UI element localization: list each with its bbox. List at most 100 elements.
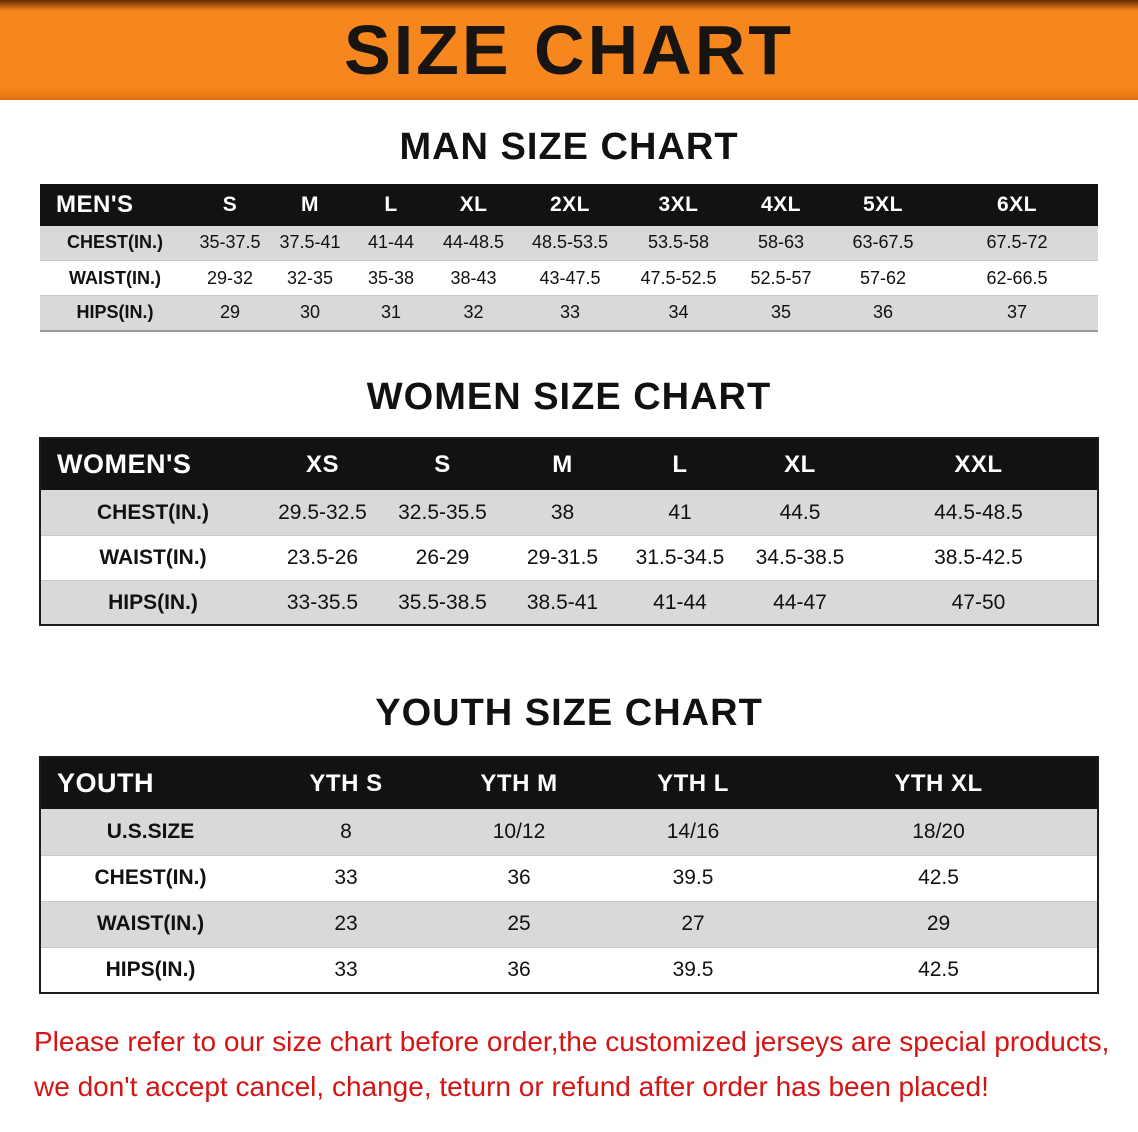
size-value: 38-43 [450,267,497,288]
size-value: 48.5-53.5 [531,232,609,253]
youth-row-chest-in: CHEST(IN.) 33 36 39.5 42.5 [40,855,1098,902]
men-row-hips-in: HIPS(IN.) 29 30 31 32 33 34 35 36 37 [40,295,1098,331]
row-label: WAIST(IN.) [69,267,161,288]
men-row-waist-in: WAIST(IN.) 29-32 32-35 35-38 38-43 43-47.5 47.… [40,260,1098,296]
men-col-2xl: 2XL [515,183,625,226]
disclaimer: Please refer to our size chart before or… [34,1020,1138,1110]
size-value: 58-63 [757,232,805,253]
men-col-6xl: 6XL [936,183,1098,226]
youth-row-hips-in: HIPS(IN.) 33 36 39.5 42.5 [40,947,1098,994]
row-label: CHEST(IN.) [94,866,207,890]
size-value: 8 [340,819,352,843]
size-value: 29 [926,912,951,936]
size-value: 62-66.5 [986,267,1048,288]
size-value: 32-35 [286,267,334,288]
youth-col-yth-m: YTH M [432,757,606,810]
size-value: 47.5-52.5 [640,267,717,288]
youth-table-title: YOUTH [40,757,260,810]
size-value: 29-32 [206,267,254,288]
row-label: CHEST(IN.) [67,232,163,253]
women-col-l: L [620,438,740,491]
size-value: 47-50 [951,590,1006,614]
size-value: 41 [668,500,692,524]
men-col-s: S [190,183,270,226]
youth-row-u-s-size: U.S.SIZE 8 10/12 14/16 18/20 [40,809,1098,856]
women-col-s: S [380,438,505,491]
size-value: 36 [507,957,531,981]
size-value: 52.5-57 [750,267,812,288]
row-label: HIPS(IN.) [105,957,196,981]
women-row-hips-in: HIPS(IN.) 33-35.5 35.5-38.5 38.5-41 41-44 44-… [40,580,1098,626]
size-value: 27 [681,912,705,936]
men-col-xl: XL [432,183,515,226]
size-value: 30 [299,302,321,323]
size-value: 33 [334,866,358,890]
size-value: 44.5 [779,500,821,524]
youth-col-yth-xl: YTH XL [780,757,1098,810]
women-row-chest-in: CHEST(IN.) 29.5-32.5 32.5-35.5 38 41 44.5 44.5… [40,490,1098,536]
men-section-heading: MAN SIZE CHART [399,126,739,168]
disclaimer-line-1: Please refer to our size chart before or… [34,1026,1110,1058]
size-value: 43-47.5 [539,267,601,288]
women-col-xl: XL [740,438,860,491]
youth-col-yth-s: YTH S [260,757,432,810]
banner-title: SIZE CHART [344,11,794,89]
size-value: 57-62 [859,267,907,288]
women-table-title: WOMEN'S [40,438,265,491]
size-value: 35-38 [367,267,415,288]
size-value: 33-35.5 [286,590,359,614]
size-value: 29.5-32.5 [278,500,367,524]
size-value: 33 [334,957,358,981]
size-value: 35 [770,302,792,323]
men-header-row: MEN'S S M L XL 2XL 3XL 4XL 5XL 6XL [40,183,1098,226]
size-value: 29 [219,302,241,323]
women-col-xxl: XXL [860,438,1098,491]
size-value: 44-48.5 [442,232,505,253]
size-value: 41-44 [367,232,415,253]
men-table-title: MEN'S [40,183,190,226]
women-size-table: WOMEN'S XS S M L XL XXL CHEST(IN.) 29.5-32.5 32.… [39,437,1099,627]
youth-header-row: YOUTH YTH S YTH M YTH L YTH XL [40,757,1098,810]
size-value: 42.5 [918,866,959,890]
size-value: 39.5 [672,866,714,890]
size-value: 14/16 [666,819,720,843]
row-label: HIPS(IN.) [108,590,198,614]
size-value: 29-31.5 [526,545,599,569]
women-row-waist-in: WAIST(IN.) 23.5-26 26-29 29-31.5 31.5-34.5 34… [40,535,1098,581]
size-value: 32 [463,302,484,323]
size-value: 34 [668,302,689,323]
youth-size-table: YOUTH YTH S YTH M YTH L YTH XL U.S.SIZE 8 10/1… [39,756,1099,995]
size-value: 41-44 [653,590,707,614]
size-value: 38 [550,500,575,524]
size-value: 53.5-58 [647,232,710,253]
row-label: HIPS(IN.) [76,302,154,323]
men-size-section: MAN SIZE CHART MEN'S S M L XL 2XL 3XL 4XL 5XL 6XL… [0,126,1138,332]
men-col-4xl: 4XL [732,183,830,226]
size-value: 26-29 [415,545,470,569]
youth-col-yth-l: YTH L [606,757,780,810]
women-col-m: M [505,438,620,491]
women-header-row: WOMEN'S XS S M L XL XXL [40,438,1098,491]
youth-row-waist-in: WAIST(IN.) 23 25 27 29 [40,901,1098,948]
size-value: 37.5-41 [279,232,341,253]
women-size-section: WOMEN SIZE CHART WOMEN'S XS S M L XL XXL CHEST… [0,376,1138,627]
women-section-heading: WOMEN SIZE CHART [366,375,772,418]
size-value: 38.5-42.5 [934,545,1023,569]
men-size-table: MEN'S S M L XL 2XL 3XL 4XL 5XL 6XL CHEST(IN.) 35-3… [40,183,1098,332]
women-col-xs: XS [265,438,380,491]
size-value: 31 [380,302,402,323]
size-value: 25 [507,912,531,936]
size-value: 23 [334,912,358,936]
youth-section-heading: YOUTH SIZE CHART [375,692,763,735]
size-value: 31.5-34.5 [635,545,725,569]
banner: SIZE CHART [0,0,1138,100]
row-label: WAIST(IN.) [96,912,205,936]
men-row-chest-in: CHEST(IN.) 35-37.5 37.5-41 41-44 44-48.5 48.5… [40,225,1098,261]
men-col-3xl: 3XL [625,183,732,226]
row-label: WAIST(IN.) [99,545,207,569]
size-value: 34.5-38.5 [755,545,845,569]
size-value: 35-37.5 [199,232,261,253]
size-value: 33 [559,302,581,323]
size-value: 44.5-48.5 [934,500,1023,524]
row-label: U.S.SIZE [106,819,195,843]
